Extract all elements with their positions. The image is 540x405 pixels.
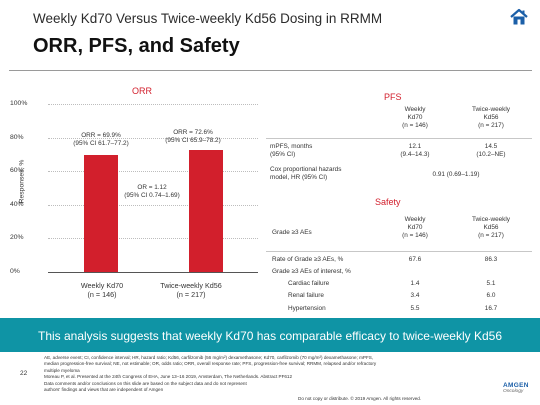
pfs-col-header-kd56: Twice-weekly Kd56 (n = 217) (450, 106, 532, 130)
orr-annotation-kd56-ci: (95% CI 65.9–78.2) (165, 137, 221, 144)
safety-row-hypertension-label: Hypertension (288, 305, 326, 312)
orr-odds-ratio-ci: (95% CI 0.74–1.69) (124, 192, 180, 199)
footnote-line-6: authors' findings and views that are ind… (44, 387, 164, 393)
orr-annotation-kd70: ORR = 69.9% (95% CI 61.7–77.2) (56, 132, 146, 148)
pfs-col-header-kd70: Weekly Kd70 (n = 146) (380, 106, 450, 130)
orr-annotation-kd56-value: ORR = 72.6% (173, 129, 213, 136)
safety-col-header-kd56-line1: Twice-weekly (472, 216, 510, 223)
pfs-table-divider (266, 138, 532, 139)
footnote-line-1: AE, adverse event; CI, confidence interv… (44, 355, 374, 360)
footnote-line-3: multiple myeloma (44, 367, 80, 373)
page-number: 22 (20, 370, 28, 377)
orr-y-tick-label: 40% (10, 200, 24, 208)
orr-annotation-kd70-value: ORR = 69.9% (81, 132, 121, 139)
amgen-logo-wordmark: AMGEN (503, 382, 529, 389)
safety-col-header-kd56-line2: Kd56 (483, 224, 499, 231)
orr-bar-label-kd56-name: Twice-weekly Kd56 (160, 281, 222, 290)
footnote-line-2: median progression-free survival; NE, no… (44, 361, 377, 367)
orr-bar-label-kd56: Twice-weekly Kd56 (n = 217) (141, 281, 241, 299)
safety-col-header-kd70: Weekly Kd70 (n = 146) (380, 216, 450, 240)
safety-row-rate-label: Rate of Grade ≥3 AEs, % (272, 256, 344, 263)
orr-gridline (48, 137, 258, 139)
orr-y-tick-label: 80% (10, 133, 24, 141)
safety-row-cardiac-kd70: 1.4 (410, 280, 420, 287)
orr-gridline (48, 171, 258, 173)
orr-x-axis (48, 272, 258, 273)
orr-bar-label-kd56-n: (n = 217) (176, 290, 206, 299)
orr-bar-label-kd70: Weekly Kd70 (n = 146) (52, 281, 152, 299)
safety-row-renal-kd70: 3.4 (410, 292, 420, 299)
pfs-row-mpfs-label-line2: (95% CI) (270, 151, 296, 158)
conclusion-banner-text: This analysis suggests that weekly Kd70 … (37, 329, 502, 343)
orr-y-tick-label: 0% (10, 268, 20, 275)
copyright-notice: Do not copy or distribute. © 2019 Amgen.… (298, 396, 422, 401)
safety-row-rate-kd70: 67.6 (408, 256, 422, 263)
slide-subtitle: Weekly Kd70 Versus Twice-weekly Kd56 Dos… (33, 11, 383, 26)
pfs-row-mpfs-kd70-ci: (9.4–14.3) (400, 151, 430, 158)
safety-row-cardiac-kd56: 5.1 (486, 280, 496, 287)
safety-row-renal-label: Renal failure (288, 292, 324, 299)
safety-col-header-kd56-line3: (n = 217) (478, 232, 504, 239)
orr-odds-ratio: OR = 1.12 (95% CI 0.74–1.69) (107, 184, 197, 200)
safety-col-header-kd56: Twice-weekly Kd56 (n = 217) (450, 216, 532, 240)
safety-row-hypertension-kd56: 16.7 (484, 305, 498, 312)
pfs-row-hr-label-line1: Cox proportional hazards (270, 166, 342, 173)
orr-bar-chart: 100% 80% 60% 40% 20% 0% (0, 0, 270, 310)
orr-gridline (48, 104, 258, 105)
pfs-col-header-kd70-line3: (n = 146) (402, 122, 428, 129)
amgen-logo: AMGEN Oncology (503, 382, 537, 394)
pfs-col-header-kd70-line2: Kd70 (407, 114, 423, 121)
slide-title: ORR, PFS, and Safety (33, 35, 240, 57)
orr-annotation-kd56: ORR = 72.6% (95% CI 65.9–78.2) (148, 129, 238, 145)
orr-bar-kd70 (83, 154, 118, 272)
header-divider (9, 70, 532, 71)
orr-bar-label-kd70-name: Weekly Kd70 (80, 281, 124, 290)
orr-bar-label-kd70-n: (n = 146) (87, 290, 117, 299)
pfs-col-header-kd56-line1: Twice-weekly (472, 106, 510, 113)
home-icon[interactable] (509, 7, 529, 27)
footnote-line-5: Data comments and/or conclusions on this… (44, 380, 247, 386)
pfs-row-mpfs-kd56: 14.5 (10.2–NE) (450, 143, 532, 159)
pfs-row-mpfs-label: mPFS, months (95% CI) (270, 143, 312, 159)
orr-odds-ratio-value: OR = 1.12 (137, 184, 167, 191)
pfs-row-mpfs-kd70-value: 12.1 (408, 143, 422, 150)
safety-col-header-kd70-line2: Kd70 (407, 224, 423, 231)
pfs-row-mpfs-kd56-value: 14.5 (484, 143, 498, 150)
safety-col-header-kd70-line1: Weekly (404, 216, 426, 223)
orr-y-tick-label: 20% (10, 234, 24, 242)
pfs-col-header-kd56-line3: (n = 217) (478, 122, 504, 129)
footnotes: AE, adverse event; CI, confidence interv… (44, 355, 376, 394)
conclusion-banner (0, 318, 540, 352)
pfs-row-hr-label-line2: model, HR (95% CI) (270, 174, 328, 181)
orr-bar-kd56 (188, 150, 223, 272)
safety-row-renal-kd56: 6.0 (486, 292, 496, 299)
orr-y-tick-label: 60% (10, 167, 24, 175)
pfs-col-header-kd56-line2: Kd56 (483, 114, 499, 121)
orr-panel-title: ORR (132, 86, 152, 96)
pfs-panel-title: PFS (384, 92, 402, 102)
safety-table-divider (266, 251, 532, 252)
orr-y-tick-label: 100% (10, 100, 28, 107)
safety-col-header-kd70-line3: (n = 146) (402, 232, 428, 239)
pfs-row-mpfs-kd70: 12.1 (9.4–14.3) (380, 143, 450, 159)
safety-row-rate-kd56: 86.3 (484, 256, 498, 263)
safety-panel-title: Safety (375, 197, 401, 207)
pfs-col-header-kd70-line1: Weekly (404, 106, 426, 113)
safety-row-hypertension-kd70: 5.5 (410, 305, 420, 312)
safety-section-label: Grade ≥3 AEs (272, 229, 312, 236)
amgen-logo-subtitle: Oncology (503, 389, 524, 394)
pfs-row-hr-label: Cox proportional hazards model, HR (95% … (270, 166, 341, 182)
pfs-row-mpfs-label-line1: mPFS, months (270, 143, 313, 150)
pfs-row-mpfs-kd56-ci: (10.2–NE) (476, 151, 506, 158)
orr-gridline (48, 238, 258, 240)
safety-row-aesi-label: Grade ≥3 AEs of interest, % (272, 268, 351, 275)
orr-annotation-kd70-ci: (95% CI 61.7–77.2) (73, 140, 129, 147)
pfs-row-hr-value: 0.91 (0.69–1.19) (432, 171, 480, 178)
safety-row-cardiac-label: Cardiac failure (288, 280, 330, 287)
orr-gridline (48, 204, 258, 206)
footnote-line-4: Moreau P, et al. Presented at the 24th C… (44, 374, 293, 380)
